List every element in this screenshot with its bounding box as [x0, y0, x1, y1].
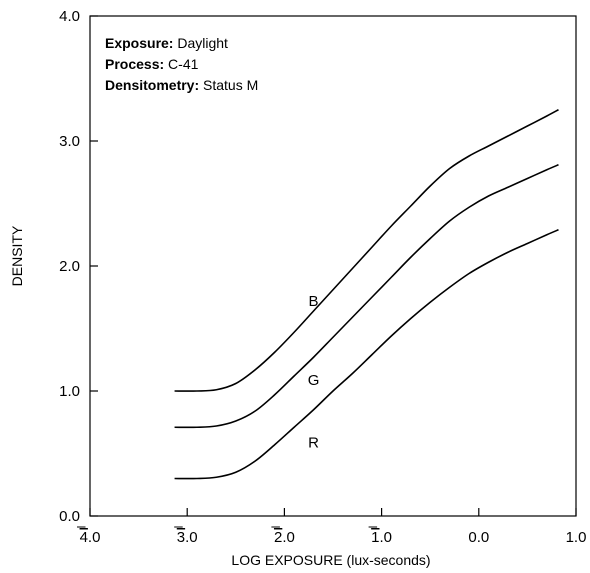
series-line-g: [174, 164, 559, 429]
info-line: Densitometry: Status M: [105, 77, 258, 93]
x-tick-label: 4.0: [80, 529, 101, 546]
y-axis-label: DENSITY: [9, 225, 25, 286]
y-tick-label: 1.0: [59, 383, 80, 400]
x-axis-ticks: 4.0 3.0 2.0 1.0 0.0 1.0: [77, 508, 586, 546]
x-tick-label: 3.0: [177, 529, 198, 546]
x-axis-label: LOG EXPOSURE (lux-seconds): [231, 552, 430, 568]
x-tick-label: 1.0: [566, 529, 587, 546]
series-label-g: G: [308, 372, 320, 389]
series-line-r: [174, 229, 559, 480]
info-line: Exposure: Daylight: [105, 35, 228, 51]
x-tick-label: 1.0: [371, 529, 392, 546]
info-block: Exposure: Daylight Process: C-41 Densitome…: [105, 35, 258, 93]
y-tick-label: 4.0: [59, 8, 80, 25]
series-group: B G R: [174, 109, 559, 480]
y-tick-label: 0.0: [59, 508, 80, 525]
series-label-b: B: [309, 293, 319, 310]
x-tick-label: 0.0: [468, 529, 489, 546]
y-tick-label: 2.0: [59, 258, 80, 275]
info-line: Process: C-41: [105, 56, 199, 72]
series-label-r: R: [308, 434, 319, 451]
y-axis-ticks: 0.0 1.0 2.0 3.0 4.0: [59, 8, 98, 525]
y-tick-label: 3.0: [59, 133, 80, 150]
x-tick-label: 2.0: [274, 529, 295, 546]
series-line-b: [174, 109, 559, 392]
